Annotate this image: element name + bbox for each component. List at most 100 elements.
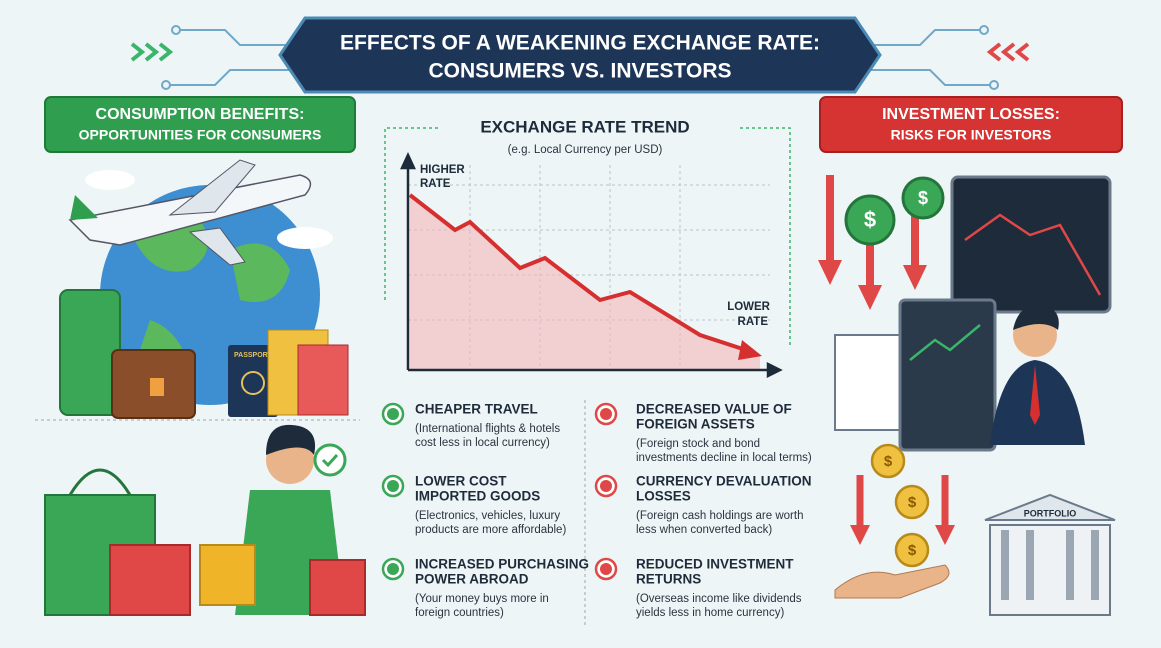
item-icon [387,563,399,575]
investor-illustration [818,175,1116,616]
item-description: less when converted back) [636,524,772,536]
lower-label: LOWER [727,301,770,313]
travel-illustration [277,227,333,249]
higher-label: HIGHER [420,164,465,176]
circuit-decor [870,69,990,86]
title-banner [278,16,882,94]
coin-symbol: $ [908,494,917,511]
travel-illustration [70,195,98,220]
trend-line [408,193,753,354]
travel-illustration [228,345,278,417]
trend-title: EXCHANGE RATE TREND [480,117,689,136]
trend-axes [400,152,783,379]
item-description: products are more affordable) [415,524,566,536]
item-icon [600,480,612,492]
investor-illustration [1001,530,1099,600]
investor-illustration [844,194,896,246]
shopper-illustration [313,443,347,477]
shopper-illustration [44,424,366,616]
item-title: LOWER COST [415,474,507,489]
investor-illustration [989,524,1111,616]
item-description: yields less in home currency) [636,607,784,619]
shopper-illustration [321,453,339,468]
trend-axes [400,152,783,379]
circuit-decor [989,80,999,90]
trend-frame [740,127,791,345]
coin-symbols: $ $ $ $ $ [864,188,928,559]
trend-area [410,195,760,370]
coin-symbol: $ [918,188,928,208]
left-banner [44,96,356,153]
shopper-illustration [68,468,132,496]
item-description: foreign countries) [415,607,504,619]
travel-illustration [35,159,360,421]
coin-symbol: $ [864,207,876,232]
circuit-decor [171,25,181,35]
circuit-decor [979,25,989,35]
investor-illustration [870,443,906,479]
higher-label: RATE [420,178,451,190]
circuit-decor [180,29,290,46]
chevrons [130,42,174,62]
coin-symbol: $ [908,542,917,559]
item-title: LOSSES [636,489,691,504]
item-description: (Electronics, vehicles, luxury [415,510,560,522]
travel-illustration [241,371,265,395]
lists: CHEAPER TRAVEL (International flights & h… [381,402,812,619]
coin-symbol: $ [884,453,893,470]
travel-illustration [168,159,256,266]
investor-illustration [856,475,949,530]
trend-frame [384,127,791,345]
circuit-decor [161,80,171,90]
item-description: cost less in local currency) [415,437,550,449]
travel-illustration [85,170,135,190]
item-icon [600,563,612,575]
trend-line [408,193,762,360]
item-title: REDUCED INVESTMENT [636,557,794,572]
item-description: (Foreign stock and bond [636,438,760,450]
item-title: CURRENCY DEVALUATION [636,474,812,489]
investor-illustration [894,532,930,568]
right-title: INVESTMENT LOSSES: [882,106,1060,123]
item-title: DECREASED VALUE OF [636,402,792,417]
circuit-decor [170,69,290,86]
investor-illustration [950,175,1112,314]
shopper-illustration [266,424,316,455]
shopper-illustration [199,544,256,606]
title: EFFECTS OF A WEAKENING EXCHANGE RATE: [340,32,820,55]
travel-illustration [297,344,349,416]
item-description: investments decline in local terms) [636,452,812,464]
item-title: FOREIGN ASSETS [636,417,755,432]
title: CONSUMERS VS. INVESTORS [428,60,731,83]
item-description: (Foreign cash holdings are worth [636,510,803,522]
investor-illustration [834,334,901,431]
investor-illustration [1030,365,1040,425]
shopper-illustration [109,544,191,616]
left-banner [44,96,356,153]
item-title: IMPORTED GOODS [415,489,540,504]
right-banner [819,96,1123,153]
investor-illustration [818,260,927,310]
item-description: (Overseas income like dividends [636,593,802,605]
item-title: RETURNS [636,572,701,587]
item-icon [387,408,399,420]
left-title: CONSUMPTION BENEFITS: [96,106,305,123]
chevrons [130,42,1030,62]
investor-illustration [901,176,945,220]
item-icon [387,480,399,492]
investor-illustration [1013,305,1059,330]
trend-line [738,340,762,360]
passport-label: PASSPORT [234,352,273,359]
right-banner [819,96,1123,153]
investor-illustration [850,525,955,545]
lower-label: RATE [738,316,769,328]
investor-illustration [964,213,1102,296]
portfolio-label: PORTFOLIO [1024,508,1077,518]
title-banner [278,16,882,94]
travel-illustration [130,212,290,377]
investor-illustration [894,484,930,520]
investor-illustration [909,324,981,361]
shopper-illustration [309,559,366,616]
